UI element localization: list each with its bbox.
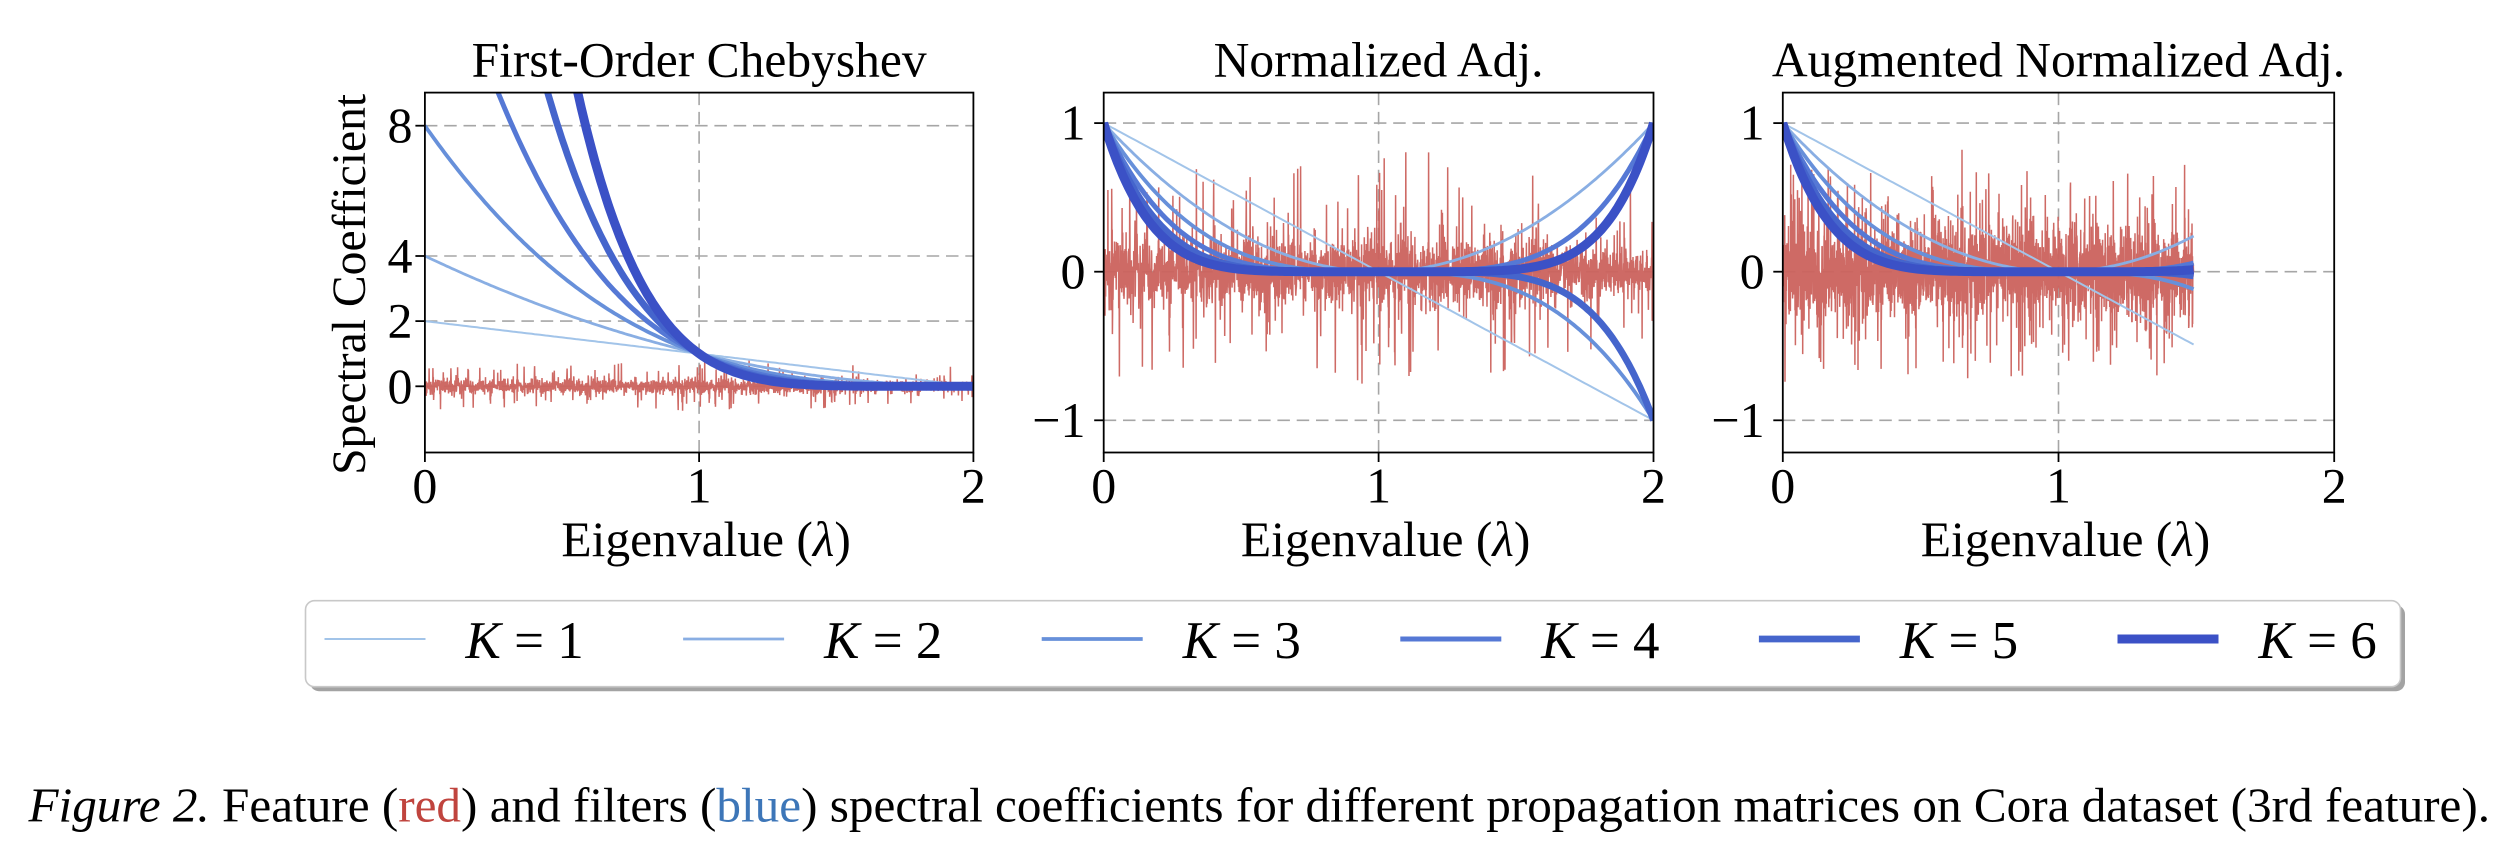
svg-text:Eigenvalue (λ): Eigenvalue (λ)	[1921, 512, 2210, 567]
svg-text:K = 1: K = 1	[465, 612, 584, 670]
svg-text:1: 1	[2046, 457, 2071, 513]
svg-text:K = 2: K = 2	[823, 612, 942, 670]
svg-text:0: 0	[1740, 243, 1765, 299]
svg-text:0: 0	[412, 457, 437, 513]
svg-text:1: 1	[1740, 95, 1765, 151]
svg-text:2: 2	[1641, 457, 1666, 513]
svg-text:K = 4: K = 4	[1540, 612, 1659, 670]
svg-text:2: 2	[388, 293, 413, 349]
svg-text:−1: −1	[1711, 392, 1764, 448]
svg-text:Augmented Normalized Adj.: Augmented Normalized Adj.	[1772, 32, 2345, 87]
svg-text:0: 0	[388, 358, 413, 414]
svg-text:1: 1	[1366, 457, 1391, 513]
svg-text:Eigenvalue (λ): Eigenvalue (λ)	[1241, 512, 1530, 567]
svg-text:Figure 2. Feature (red) and fi: Figure 2. Feature (red) and filters (blu…	[28, 778, 2491, 833]
svg-text:Normalized Adj.: Normalized Adj.	[1214, 32, 1544, 87]
svg-text:−1: −1	[1032, 392, 1085, 448]
svg-text:K = 5: K = 5	[1899, 612, 2018, 670]
svg-text:0: 0	[1061, 243, 1086, 299]
svg-text:Eigenvalue (λ): Eigenvalue (λ)	[561, 512, 850, 567]
svg-text:First-Order Chebyshev: First-Order Chebyshev	[472, 32, 927, 87]
svg-text:0: 0	[1091, 457, 1116, 513]
svg-text:1: 1	[687, 457, 712, 513]
svg-text:4: 4	[388, 228, 413, 284]
svg-text:K = 3: K = 3	[1182, 612, 1301, 670]
svg-text:2: 2	[2322, 457, 2347, 513]
svg-text:8: 8	[388, 97, 413, 153]
svg-text:Spectral Coefficient: Spectral Coefficient	[324, 94, 376, 475]
svg-text:0: 0	[1770, 457, 1795, 513]
svg-text:K = 6: K = 6	[2258, 612, 2377, 670]
svg-text:1: 1	[1061, 95, 1086, 151]
svg-text:2: 2	[961, 457, 986, 513]
